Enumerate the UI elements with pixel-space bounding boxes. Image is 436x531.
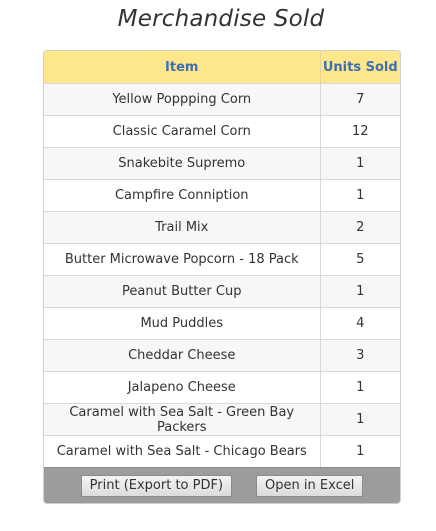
header-item[interactable]: Item: [44, 51, 321, 84]
units-cell: 1: [320, 435, 400, 467]
table-row: Peanut Butter Cup 1: [44, 275, 400, 308]
item-cell: Mud Puddles: [44, 307, 321, 340]
item-cell: Cheddar Cheese: [44, 339, 321, 372]
page-title: Merchandise Sold: [117, 6, 325, 32]
item-cell: Yellow Poppping Corn: [44, 83, 321, 116]
table-row: Mud Puddles 4: [44, 307, 400, 340]
table-body: Yellow Poppping Corn 7 Classic Caramel C…: [44, 83, 400, 467]
item-cell: Caramel with Sea Salt - Green Bay Packer…: [44, 403, 321, 436]
table-row: Caramel with Sea Salt - Green Bay Packer…: [44, 403, 400, 436]
item-cell: Caramel with Sea Salt - Chicago Bears: [44, 435, 321, 467]
merchandise-report: Item Units Sold Yellow Poppping Corn 7 C…: [43, 50, 401, 504]
table-row: Classic Caramel Corn 12: [44, 115, 400, 148]
open-in-excel-button[interactable]: Open in Excel: [256, 474, 364, 497]
units-cell: 1: [320, 147, 400, 180]
header-units-sold[interactable]: Units Sold: [320, 51, 400, 84]
table-row: Trail Mix 2: [44, 211, 400, 244]
header-row: Item Units Sold: [44, 51, 400, 84]
units-cell: 4: [320, 307, 400, 340]
units-cell: 3: [320, 339, 400, 372]
print-export-pdf-button[interactable]: Print (Export to PDF): [80, 474, 233, 497]
merchandise-table: Item Units Sold Yellow Poppping Corn 7 C…: [44, 51, 400, 467]
units-cell: 5: [320, 243, 400, 276]
table-row: Jalapeno Cheese 1: [44, 371, 400, 404]
item-cell: Peanut Butter Cup: [44, 275, 321, 308]
table-row: Butter Microwave Popcorn - 18 Pack 5: [44, 243, 400, 276]
table-row: Snakebite Supremo 1: [44, 147, 400, 180]
units-cell: 1: [320, 371, 400, 404]
table-header: Item Units Sold: [44, 51, 400, 84]
table-footer: Print (Export to PDF) Open in Excel: [44, 467, 400, 503]
units-cell: 2: [320, 211, 400, 244]
table-row: Yellow Poppping Corn 7: [44, 83, 400, 116]
item-cell: Campfire Conniption: [44, 179, 321, 212]
item-cell: Snakebite Supremo: [44, 147, 321, 180]
units-cell: 1: [320, 403, 400, 436]
units-cell: 1: [320, 275, 400, 308]
item-cell: Trail Mix: [44, 211, 321, 244]
table-row: Caramel with Sea Salt - Chicago Bears 1: [44, 435, 400, 467]
item-cell: Classic Caramel Corn: [44, 115, 321, 148]
units-cell: 1: [320, 179, 400, 212]
table-row: Campfire Conniption 1: [44, 179, 400, 212]
table-row: Cheddar Cheese 3: [44, 339, 400, 372]
units-cell: 7: [320, 83, 400, 116]
item-cell: Butter Microwave Popcorn - 18 Pack: [44, 243, 321, 276]
units-cell: 12: [320, 115, 400, 148]
item-cell: Jalapeno Cheese: [44, 371, 321, 404]
